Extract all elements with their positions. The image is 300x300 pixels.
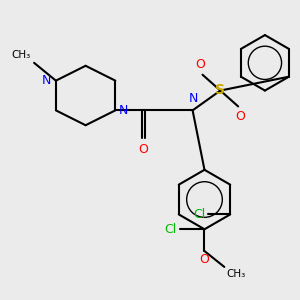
- Text: CH₃: CH₃: [12, 50, 31, 60]
- Text: O: O: [138, 143, 148, 156]
- Text: Cl: Cl: [193, 208, 206, 221]
- Text: O: O: [235, 110, 245, 123]
- Text: N: N: [189, 92, 198, 105]
- Text: N: N: [118, 104, 128, 117]
- Text: N: N: [42, 74, 51, 87]
- Text: O: O: [196, 58, 206, 71]
- Text: Cl: Cl: [164, 223, 177, 236]
- Text: O: O: [200, 253, 209, 266]
- Text: CH₃: CH₃: [226, 269, 245, 279]
- Text: S: S: [215, 82, 225, 97]
